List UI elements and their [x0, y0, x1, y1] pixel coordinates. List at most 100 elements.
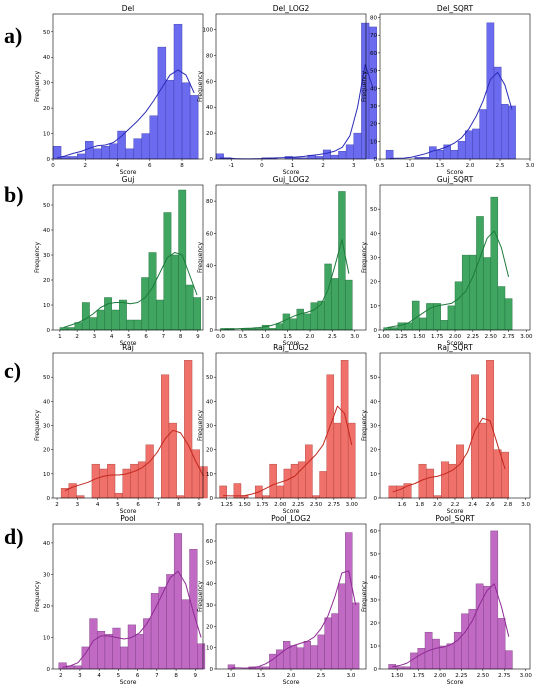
histogram-bar — [330, 154, 339, 160]
histogram-bar — [283, 641, 291, 670]
histogram-bar — [283, 468, 292, 499]
histogram-bar — [324, 617, 332, 670]
histogram-bar — [275, 323, 284, 331]
y-tick-label: 50 — [370, 69, 377, 75]
histogram-bar — [333, 422, 342, 499]
y-tick-label: 50 — [370, 375, 377, 381]
y-tick-label: 20 — [370, 122, 377, 128]
y-tick-label: 60 — [370, 51, 377, 57]
x-tick-label: 1.75 — [256, 502, 269, 508]
y-tick-label: 20 — [206, 624, 213, 630]
chart-panel-del: Del 0 2 4 6 8 0 10 20 30 40 50 Score Frequency — [34, 4, 204, 176]
y-tick-label: 40 — [370, 399, 377, 405]
x-tick-label: 2.50 — [485, 334, 498, 340]
histogram-bar — [368, 26, 377, 160]
x-axis-label: Score — [283, 679, 300, 686]
histogram-bar — [317, 300, 325, 331]
histogram-bar — [296, 308, 304, 331]
histogram-bar — [76, 153, 86, 160]
histogram-bar — [331, 278, 339, 331]
x-tick-label: 3 — [93, 334, 97, 340]
plot-frame — [379, 523, 531, 670]
x-tick-label: 2.25 — [467, 334, 480, 340]
x-tick-label: 1.50 — [413, 334, 426, 340]
x-tick-label: 2.75 — [502, 334, 515, 340]
chart-panel-raj: Raj 2 3 4 5 6 7 8 9 0 10 20 30 40 50 Score Frequency — [34, 343, 208, 515]
x-tick-label: 5 — [117, 673, 121, 679]
y-tick-label: 40 — [206, 399, 213, 405]
histogram-bar — [101, 146, 110, 160]
x-tick-label: 2.25 — [292, 502, 305, 508]
y-axis-label: Frequency — [361, 242, 368, 273]
histogram-bar — [170, 254, 179, 331]
x-tick-label: 2.00 — [274, 502, 287, 508]
histogram-bar — [173, 533, 183, 670]
x-tick-label: 0 — [260, 163, 264, 169]
y-tick-label: 20 — [370, 448, 377, 454]
y-tick-label: 10 — [206, 646, 213, 652]
x-tick-label: 1.50 — [238, 502, 251, 508]
histogram-bar — [338, 583, 346, 670]
x-tick-label: 8 — [180, 163, 184, 169]
x-tick-label: 1.75 — [431, 334, 444, 340]
x-tick-label: 1.25 — [395, 334, 408, 340]
histogram-bar — [315, 156, 324, 160]
histogram-bar — [133, 138, 142, 160]
x-tick-label: 6 — [136, 673, 140, 679]
histogram-bar — [383, 327, 391, 331]
histogram-bar — [104, 297, 112, 331]
x-tick-label: 3 — [78, 673, 82, 679]
histogram-bar — [120, 646, 129, 670]
x-tick-label: 2 — [84, 163, 88, 169]
y-tick-label: 50 — [43, 375, 50, 381]
y-tick-label: 30 — [206, 603, 213, 609]
histogram-bar — [338, 191, 346, 331]
y-tick-label: 10 — [43, 132, 50, 138]
y-axis-label: Frequency — [197, 242, 204, 273]
x-axis-label: Score — [283, 340, 300, 347]
x-tick-label: 2.5 — [317, 673, 326, 679]
x-tick-label: 3.0 — [526, 163, 535, 169]
histogram-bar — [93, 148, 102, 160]
row-label-4: d) — [4, 524, 24, 549]
histogram-bar — [310, 302, 318, 331]
x-tick-label: 6 — [144, 334, 148, 340]
row-label-1: a) — [4, 23, 22, 48]
histogram-bar — [199, 466, 208, 499]
histogram-bar — [475, 583, 484, 670]
x-tick-label: 1.50 — [391, 673, 404, 679]
y-tick-label: 40 — [370, 575, 377, 581]
kde-curve — [231, 570, 357, 669]
plot-frame — [52, 523, 204, 670]
histogram-bar — [439, 645, 448, 670]
histogram-bar — [289, 645, 298, 670]
y-tick-label: 100 — [203, 28, 214, 34]
histogram-bar — [461, 613, 469, 670]
x-tick-label: 5 — [116, 502, 120, 508]
x-tick-label: 4 — [96, 502, 100, 508]
x-tick-label: 1 — [291, 163, 295, 169]
histogram-bar — [456, 444, 465, 499]
x-tick-label: 3 — [352, 163, 356, 169]
y-tick-label: 10 — [43, 472, 50, 478]
histogram-bar — [478, 422, 487, 499]
histogram-bar — [417, 648, 426, 670]
x-tick-label: 4 — [97, 673, 101, 679]
y-tick-label: 40 — [206, 582, 213, 588]
histogram-bar — [465, 130, 473, 160]
histogram-bar — [436, 149, 444, 160]
y-tick-label: 50 — [370, 552, 377, 558]
histogram-bar — [508, 105, 516, 160]
x-axis-label: Score — [120, 679, 137, 686]
x-tick-label: 1.75 — [412, 673, 425, 679]
x-tick-label: 2.75 — [498, 673, 511, 679]
histogram-bar — [310, 645, 318, 670]
y-axis-label: Frequency — [197, 71, 204, 102]
histogram-bar — [501, 103, 509, 160]
histogram-bar — [289, 318, 298, 331]
x-tick-label: 2.00 — [449, 334, 462, 340]
x-tick-label: 4 — [110, 334, 114, 340]
histogram-bar — [173, 23, 183, 160]
histogram-bar — [441, 461, 450, 499]
